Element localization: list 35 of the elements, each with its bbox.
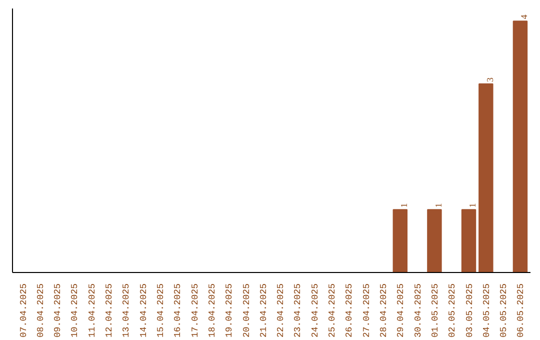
data-label: 1 — [433, 203, 444, 208]
x-tick-label: 23.04.2025 — [293, 283, 304, 338]
x-tick-label: 15.04.2025 — [156, 283, 166, 338]
x-tick-label: 14.04.2025 — [138, 283, 149, 338]
data-label: 3 — [484, 76, 495, 82]
x-tick-label: 04.05.2025 — [482, 283, 492, 338]
x-tick-label: 08.04.2025 — [36, 283, 46, 338]
x-tick-label: 21.04.2025 — [258, 283, 269, 338]
data-label: 4 — [519, 14, 530, 20]
x-tick-label: 01.05.2025 — [430, 283, 440, 338]
x-tick-label: 03.05.2025 — [464, 283, 475, 338]
x-tick-label: 10.04.2025 — [70, 283, 80, 338]
x-tick-label: 05.05.2025 — [499, 283, 510, 338]
x-tick-label: 27.04.2025 — [362, 283, 372, 338]
x-tick-label: 02.05.2025 — [448, 283, 458, 338]
x-tick-label: 28.04.2025 — [378, 283, 389, 338]
data-label: 1 — [399, 203, 410, 208]
x-tick-label: 19.04.2025 — [224, 283, 235, 338]
x-tick-label: 24.04.2025 — [310, 283, 320, 338]
x-tick-label: 17.04.2025 — [190, 283, 200, 338]
x-tick-label: 13.04.2025 — [122, 283, 132, 338]
x-tick-label: 22.04.2025 — [276, 283, 286, 338]
x-tick-label: 29.04.2025 — [396, 283, 406, 338]
x-tick-label: 11.04.2025 — [87, 283, 98, 338]
x-tick-label: 20.04.2025 — [242, 283, 252, 338]
x-tick-label: 16.04.2025 — [173, 283, 184, 338]
data-label: 1 — [468, 203, 478, 208]
x-tick-label: 30.04.2025 — [413, 283, 424, 338]
x-tick-label: 26.04.2025 — [344, 283, 355, 338]
x-tick-label: 18.04.2025 — [207, 283, 218, 338]
x-tick-label: 06.05.2025 — [516, 283, 526, 338]
x-tick-label: 09.04.2025 — [53, 283, 64, 338]
x-tick-label: 25.04.2025 — [328, 283, 338, 338]
x-tick-label: 12.04.2025 — [104, 283, 115, 338]
x-tick-label: 07.04.2025 — [18, 283, 29, 338]
